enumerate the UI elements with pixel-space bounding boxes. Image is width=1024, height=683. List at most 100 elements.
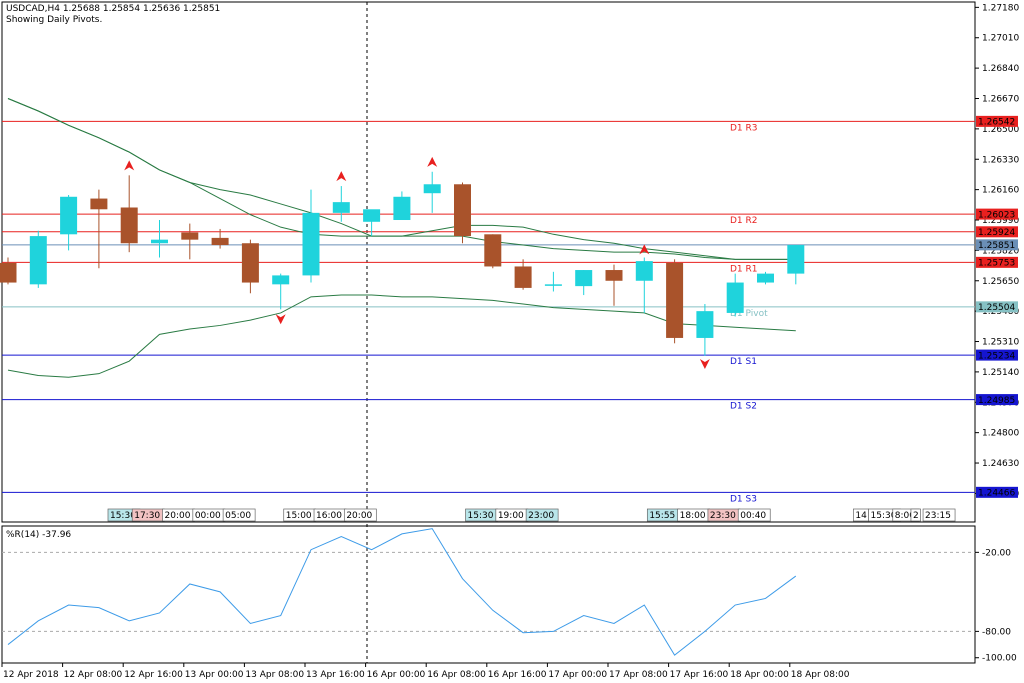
candle-body bbox=[302, 212, 320, 276]
price-tick-label: 1.27180 bbox=[982, 3, 1019, 13]
session-badge-text: 23:00 bbox=[528, 511, 554, 521]
pivot-price-badge bbox=[976, 115, 1018, 127]
fractal-arrow bbox=[336, 171, 347, 182]
candle bbox=[272, 273, 290, 310]
pivot-price-badge-text: 1.25753 bbox=[978, 259, 1015, 269]
candle bbox=[151, 220, 168, 258]
candle bbox=[363, 209, 381, 237]
pivot-label: D1 R1 bbox=[730, 264, 758, 274]
session-badge-text: 20:00 bbox=[346, 511, 372, 521]
fractal-arrow bbox=[275, 314, 286, 325]
price-tick-label: 1.26330 bbox=[982, 155, 1019, 165]
candle-body bbox=[423, 184, 441, 194]
pivot-price-badge bbox=[976, 394, 1018, 406]
pivot-price-badge-text: 1.26542 bbox=[978, 118, 1015, 128]
pivot-label: D1 Pivot bbox=[730, 309, 768, 319]
session-badge bbox=[910, 508, 921, 522]
date-tick-label: 16 Apr 00:00 bbox=[367, 670, 426, 680]
price-tick-label: 1.26840 bbox=[982, 64, 1019, 74]
candle-body bbox=[544, 284, 562, 286]
candle-body bbox=[241, 243, 259, 283]
candle-body bbox=[272, 275, 290, 285]
date-tick-label: 17 Apr 00:00 bbox=[548, 670, 607, 680]
session-badge-text: 15:30 bbox=[110, 511, 136, 521]
session-badge-text: 15:00 bbox=[286, 511, 312, 521]
band-middle-line bbox=[7, 98, 796, 260]
price-badge-text: 1.25924 bbox=[978, 228, 1015, 238]
fractal-arrow bbox=[639, 244, 650, 255]
price-tick-label: 1.25990 bbox=[982, 216, 1019, 226]
candle-body bbox=[29, 236, 47, 285]
candle-body bbox=[787, 245, 805, 274]
session-badge-text: 15:30 bbox=[871, 511, 897, 521]
symbol-header: USDCAD,H4 1.25688 1.25854 1.25636 1.2585… bbox=[6, 4, 221, 14]
candle bbox=[211, 228, 229, 249]
session-badge bbox=[343, 508, 377, 522]
fractal-arrow bbox=[699, 358, 710, 369]
date-tick-label: 16 Apr 16:00 bbox=[488, 670, 547, 680]
fractal-arrow bbox=[124, 160, 135, 171]
candle-body bbox=[696, 311, 714, 338]
candle bbox=[696, 303, 714, 356]
date-tick-label: 12 Apr 2018 bbox=[3, 670, 59, 680]
candle bbox=[635, 257, 653, 313]
candle-body bbox=[726, 282, 744, 313]
session-badge-text: 14 bbox=[855, 511, 867, 521]
candle bbox=[454, 182, 471, 244]
date-tick-label: 13 Apr 08:00 bbox=[245, 670, 304, 680]
pivot-label: D1 S3 bbox=[730, 494, 757, 504]
date-tick-label: 13 Apr 16:00 bbox=[306, 670, 365, 680]
candle bbox=[0, 257, 17, 285]
pivot-price-badge bbox=[976, 486, 1018, 498]
pivot-price-badge-text: 1.26023 bbox=[978, 210, 1015, 220]
candle-body bbox=[605, 270, 623, 281]
price-tick-label: 1.25310 bbox=[982, 338, 1019, 348]
date-tick-label: 17 Apr 16:00 bbox=[670, 670, 729, 680]
candle-body bbox=[332, 202, 350, 213]
candle bbox=[605, 264, 623, 306]
candle bbox=[726, 273, 744, 317]
candle bbox=[29, 230, 47, 288]
session-badge-text: 00:00 bbox=[195, 511, 221, 521]
candle bbox=[575, 270, 593, 296]
price-tick-label: 1.25140 bbox=[982, 368, 1019, 378]
price-tick-label: 1.26670 bbox=[982, 94, 1019, 104]
indicator-label: %R(14) -37.96 bbox=[6, 530, 72, 540]
session-badge-text: 15:55 bbox=[649, 511, 675, 521]
session-badge-text: 16:00 bbox=[316, 511, 342, 521]
price-tick-label: 1.24630 bbox=[982, 459, 1019, 469]
date-tick-label: 12 Apr 08:00 bbox=[64, 670, 123, 680]
candle-body bbox=[181, 232, 199, 240]
candle-body bbox=[120, 207, 138, 244]
session-badge-text: 8:00 bbox=[895, 511, 915, 521]
pivot-label: D1 S1 bbox=[730, 357, 757, 367]
candle bbox=[393, 191, 411, 221]
session-badge bbox=[737, 508, 771, 522]
price-tick-label: 1.26160 bbox=[982, 186, 1019, 196]
wpr-tick-label: -20.00 bbox=[982, 548, 1011, 558]
candle bbox=[757, 271, 774, 285]
candle bbox=[60, 194, 78, 251]
date-tick-label: 18 Apr 08:00 bbox=[791, 670, 850, 680]
candle bbox=[544, 271, 562, 292]
pivot-price-badge bbox=[976, 208, 1018, 220]
wpr-line bbox=[7, 528, 797, 656]
session-badge bbox=[525, 508, 559, 522]
pivot-price-badge bbox=[976, 301, 1018, 313]
price-tick-label: 1.24800 bbox=[982, 429, 1019, 439]
session-badge-text: 2 bbox=[913, 511, 919, 521]
pivot-price-badge-text: 1.25504 bbox=[978, 303, 1015, 313]
price-tick-label: 1.26500 bbox=[982, 125, 1019, 135]
session-badge-text: 20:00 bbox=[165, 511, 191, 521]
pivot-subtitle: Showing Daily Pivots. bbox=[6, 15, 103, 25]
date-tick-label: 16 Apr 08:00 bbox=[427, 670, 486, 680]
wpr-tick-label: -80.00 bbox=[982, 627, 1011, 637]
candle bbox=[241, 239, 259, 294]
pivot-price-badge-text: 1.25234 bbox=[978, 351, 1015, 361]
candle bbox=[120, 175, 138, 253]
candle bbox=[302, 189, 320, 283]
session-badge-text: 23:15 bbox=[925, 511, 951, 521]
candle bbox=[787, 245, 805, 285]
candle-body bbox=[211, 237, 229, 246]
